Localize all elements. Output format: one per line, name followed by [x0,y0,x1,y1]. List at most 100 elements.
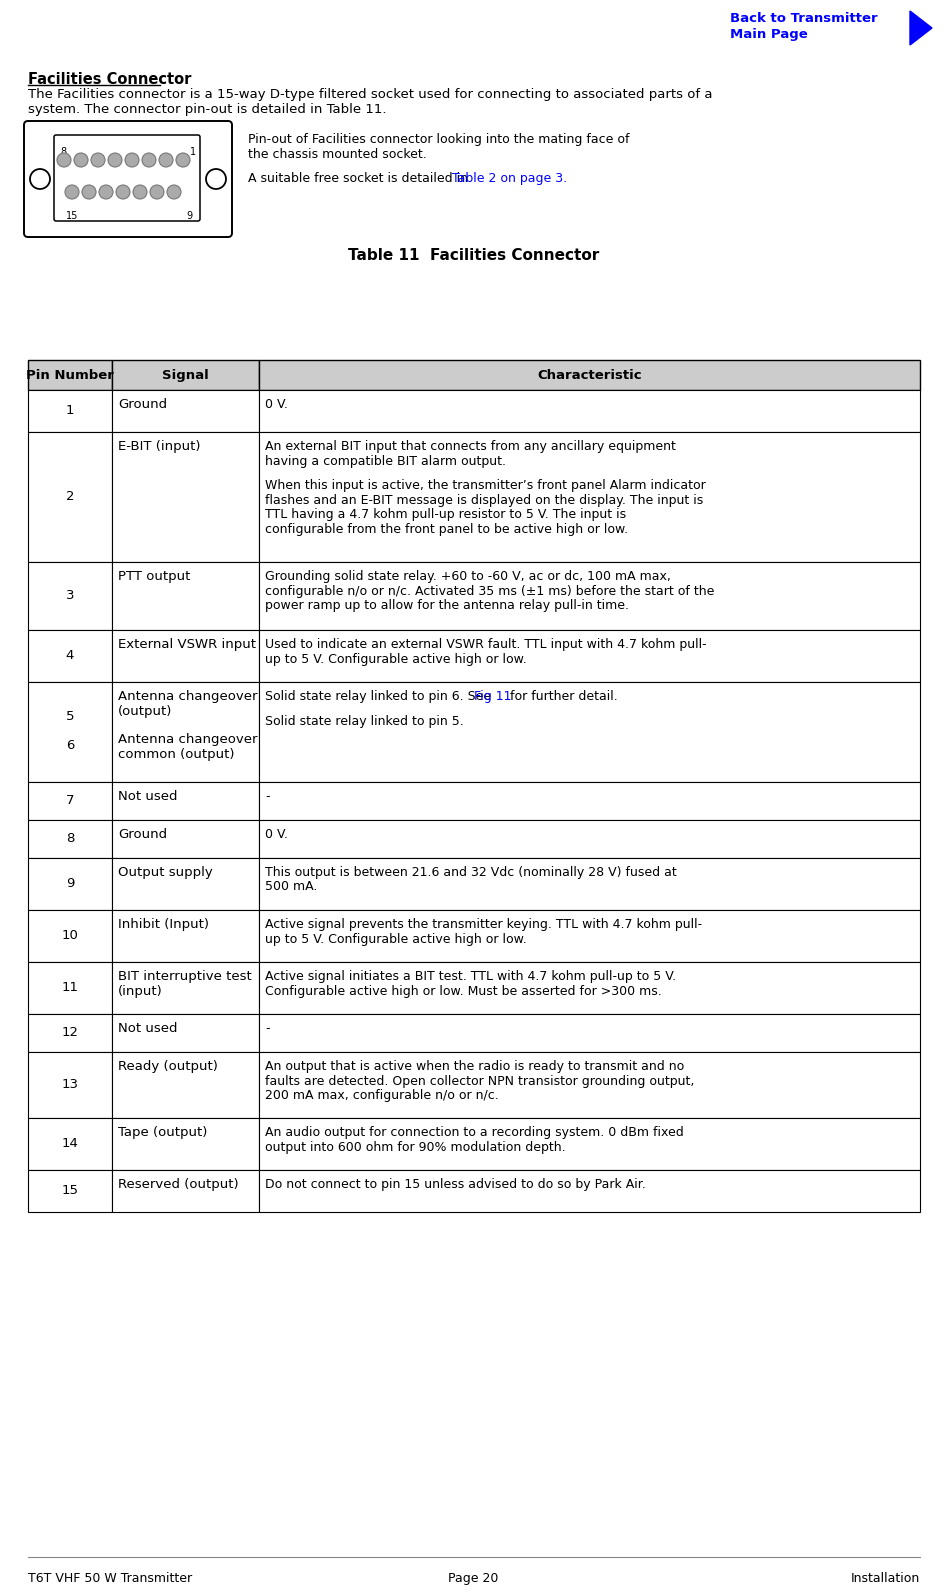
Bar [259,681,920,782]
Bar [28,782,112,820]
Bar [28,1119,112,1170]
Text: up to 5 V. Configurable active high or low.: up to 5 V. Configurable active high or l… [265,653,527,666]
Text: 200 mA max, configurable n/o or n/c.: 200 mA max, configurable n/o or n/c. [265,1088,499,1101]
Circle shape [99,185,113,200]
Text: A suitable free socket is detailed in: A suitable free socket is detailed in [248,172,472,185]
Text: Ready (output): Ready (output) [118,1060,218,1073]
Bar [28,859,112,910]
Text: Pin Number: Pin Number [27,369,114,381]
Bar [112,562,259,630]
Text: (output): (output) [118,704,172,718]
Bar [28,820,112,859]
Text: flashes and an E-BIT message is displayed on the display. The input is: flashes and an E-BIT message is displaye… [265,493,704,506]
Text: 15: 15 [62,1184,79,1197]
Bar [259,630,920,681]
Bar [28,361,112,389]
Bar [259,859,920,910]
Text: 2: 2 [65,490,74,503]
Text: 0 V.: 0 V. [265,397,288,412]
Text: An audio output for connection to a recording system. 0 dBm fixed: An audio output for connection to a reco… [265,1127,684,1140]
Text: Active signal prevents the transmitter keying. TTL with 4.7 kohm pull-: Active signal prevents the transmitter k… [265,918,702,930]
Circle shape [57,153,71,168]
Text: 10: 10 [62,929,79,942]
Circle shape [91,153,105,168]
Text: PTT output: PTT output [118,570,190,583]
Bar [28,389,112,433]
Bar [28,1170,112,1211]
Bar [259,361,920,389]
Text: Pin-out of Facilities connector looking into the mating face of: Pin-out of Facilities connector looking … [248,132,630,145]
Bar [259,910,920,962]
Bar [28,681,112,782]
Text: E-BIT (input): E-BIT (input) [118,440,201,453]
Text: Main Page: Main Page [730,29,808,41]
Bar [112,630,259,681]
Text: 15: 15 [66,211,79,220]
Text: Fig 11: Fig 11 [474,689,511,702]
Text: -: - [265,1021,270,1034]
Text: -: - [265,790,270,803]
Text: 7: 7 [65,793,74,806]
Text: T6T VHF 50 W Transmitter: T6T VHF 50 W Transmitter [28,1572,192,1585]
Text: Table 11  Facilities Connector: Table 11 Facilities Connector [348,247,599,263]
Text: 9: 9 [186,211,192,220]
Text: Not used: Not used [118,1021,177,1034]
Bar [28,962,112,1013]
Bar [112,910,259,962]
Bar [112,782,259,820]
Text: Back to Transmitter: Back to Transmitter [730,13,878,26]
Bar [112,1052,259,1119]
Text: This output is between 21.6 and 32 Vdc (nominally 28 V) fused at: This output is between 21.6 and 32 Vdc (… [265,867,677,879]
Circle shape [133,185,147,200]
Bar [259,389,920,433]
Text: Antenna changeover: Antenna changeover [118,689,258,702]
Bar [28,630,112,681]
Bar [28,1052,112,1119]
Polygon shape [910,11,932,45]
Bar [259,1013,920,1052]
Text: configurable from the front panel to be active high or low.: configurable from the front panel to be … [265,522,628,536]
Text: Table 2 on page 3.: Table 2 on page 3. [453,172,567,185]
Text: TTL having a 4.7 kohm pull-up resistor to 5 V. The input is: TTL having a 4.7 kohm pull-up resistor t… [265,508,626,522]
Circle shape [206,169,226,188]
Bar [259,1052,920,1119]
Text: Used to indicate an external VSWR fault. TTL input with 4.7 kohm pull-: Used to indicate an external VSWR fault.… [265,638,706,651]
Text: 14: 14 [62,1136,79,1149]
Text: An external BIT input that connects from any ancillary equipment: An external BIT input that connects from… [265,440,676,453]
Text: An output that is active when the radio is ready to transmit and no: An output that is active when the radio … [265,1060,685,1073]
Bar [259,820,920,859]
Bar [112,361,259,389]
Text: Reserved (output): Reserved (output) [118,1178,239,1191]
Text: 500 mA.: 500 mA. [265,881,317,894]
Text: Inhibit (Input): Inhibit (Input) [118,918,209,930]
Text: Ground: Ground [118,828,167,841]
Text: Do not connect to pin 15 unless advised to do so by Park Air.: Do not connect to pin 15 unless advised … [265,1178,646,1191]
Text: External VSWR input: External VSWR input [118,638,256,651]
Bar [112,859,259,910]
Bar [28,562,112,630]
Text: Ground: Ground [118,397,167,412]
Bar [259,562,920,630]
Bar [112,1013,259,1052]
Text: power ramp up to allow for the antenna relay pull-in time.: power ramp up to allow for the antenna r… [265,598,629,611]
Text: Output supply: Output supply [118,867,213,879]
Bar [112,962,259,1013]
Circle shape [65,185,79,200]
Text: 11: 11 [62,982,79,994]
FancyBboxPatch shape [54,136,200,220]
Bar [28,1013,112,1052]
Text: faults are detected. Open collector NPN transistor grounding output,: faults are detected. Open collector NPN … [265,1074,694,1087]
Text: 0 V.: 0 V. [265,828,288,841]
Text: up to 5 V. Configurable active high or low.: up to 5 V. Configurable active high or l… [265,932,527,945]
Circle shape [30,169,50,188]
Text: Signal: Signal [162,369,209,381]
Circle shape [159,153,173,168]
Text: 6: 6 [65,739,74,752]
FancyBboxPatch shape [24,121,232,236]
Circle shape [176,153,190,168]
Text: Antenna changeover: Antenna changeover [118,734,258,747]
Bar [112,1119,259,1170]
Text: 4: 4 [65,648,74,662]
Circle shape [142,153,156,168]
Text: Active signal initiates a BIT test. TTL with 4.7 kohm pull-up to 5 V.: Active signal initiates a BIT test. TTL … [265,970,676,983]
